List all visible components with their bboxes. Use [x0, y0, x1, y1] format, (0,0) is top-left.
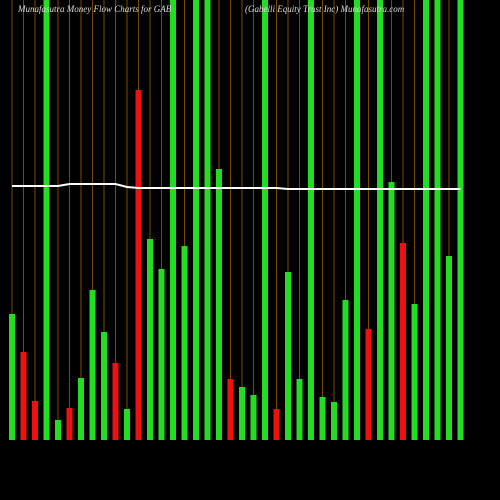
bar [227, 379, 234, 440]
bar [158, 269, 165, 440]
bar [89, 290, 96, 440]
bar [296, 379, 303, 440]
bar [66, 408, 73, 440]
bar [342, 300, 349, 440]
bar [388, 182, 395, 440]
bar [20, 352, 27, 440]
bar [273, 409, 280, 440]
bar [181, 246, 188, 440]
bar [354, 0, 360, 440]
bar [331, 402, 337, 440]
bar [377, 0, 383, 440]
chart-subtitle: (Gabelli Equity Trust Inc) Munafasutra.c… [245, 4, 405, 14]
bar [239, 387, 245, 440]
chart-title: Munafasutra Money Flow Charts for GAB [17, 4, 172, 14]
bar [411, 304, 418, 440]
bar [55, 420, 61, 440]
bar [400, 243, 406, 440]
bar [78, 378, 84, 440]
bar [101, 332, 107, 440]
bar [423, 0, 429, 440]
bar [32, 401, 38, 440]
bar [124, 409, 130, 440]
bar [147, 239, 153, 440]
bar [308, 0, 314, 440]
bar [434, 0, 441, 440]
bar [204, 0, 211, 440]
bar [216, 169, 222, 440]
bar [250, 395, 257, 440]
bar [446, 256, 452, 440]
bar [319, 397, 326, 440]
bar [170, 0, 176, 440]
bar [43, 0, 50, 440]
bar [9, 314, 15, 440]
bar [193, 0, 199, 440]
bar [112, 363, 119, 440]
bar [457, 0, 464, 440]
bar [285, 272, 291, 440]
flow-line [12, 183, 461, 190]
bar [135, 90, 142, 440]
bar [365, 329, 372, 440]
bar [262, 0, 268, 440]
